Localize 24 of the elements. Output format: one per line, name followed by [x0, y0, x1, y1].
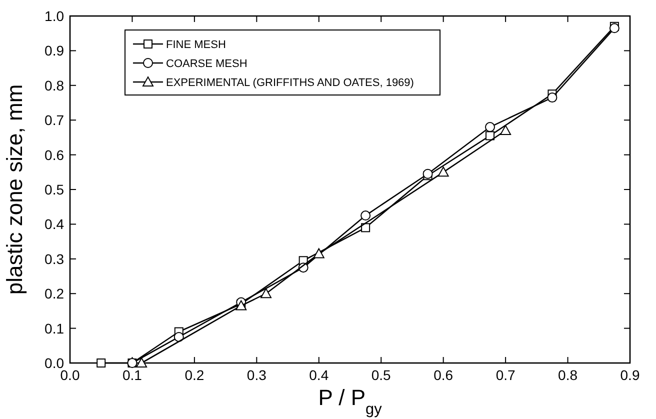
y-tick-label: 0.9 — [44, 42, 64, 59]
y-tick-label: 1.0 — [44, 8, 64, 24]
y-tick-label: 0.1 — [44, 320, 64, 336]
x-tick-label: 0.2 — [184, 367, 204, 383]
legend-label: FINE MESH — [166, 39, 226, 51]
y-tick-label: 0.7 — [44, 112, 64, 128]
y-tick-label: 0.8 — [44, 77, 64, 94]
x-tick-label: 0.1 — [122, 367, 142, 383]
y-axis-title: plastic zone size, mm — [2, 84, 27, 295]
legend-label: EXPERIMENTAL (GRIFFITHS AND OATES, 1969) — [166, 77, 414, 89]
y-tick-label: 0.4 — [44, 216, 64, 232]
x-tick-label: 0.5 — [371, 367, 392, 383]
x-axis-title: P / P$_{gy}$ — [318, 385, 382, 418]
y-tick-label: 0.5 — [44, 182, 64, 198]
x-tick-label: 0.8 — [558, 367, 578, 383]
x-tick-label: 0.7 — [496, 367, 516, 383]
legend-label: COARSE MESH — [166, 58, 248, 70]
x-tick-label: 0.9 — [620, 367, 640, 383]
x-tick-label: 0.4 — [309, 367, 329, 383]
x-tick-label: 0.6 — [434, 367, 454, 383]
y-tick-label: 0.6 — [44, 146, 64, 163]
x-tick-label: 0.3 — [246, 367, 267, 383]
y-tick-label: 0.2 — [44, 286, 64, 302]
y-tick-label: 0.3 — [44, 250, 64, 267]
